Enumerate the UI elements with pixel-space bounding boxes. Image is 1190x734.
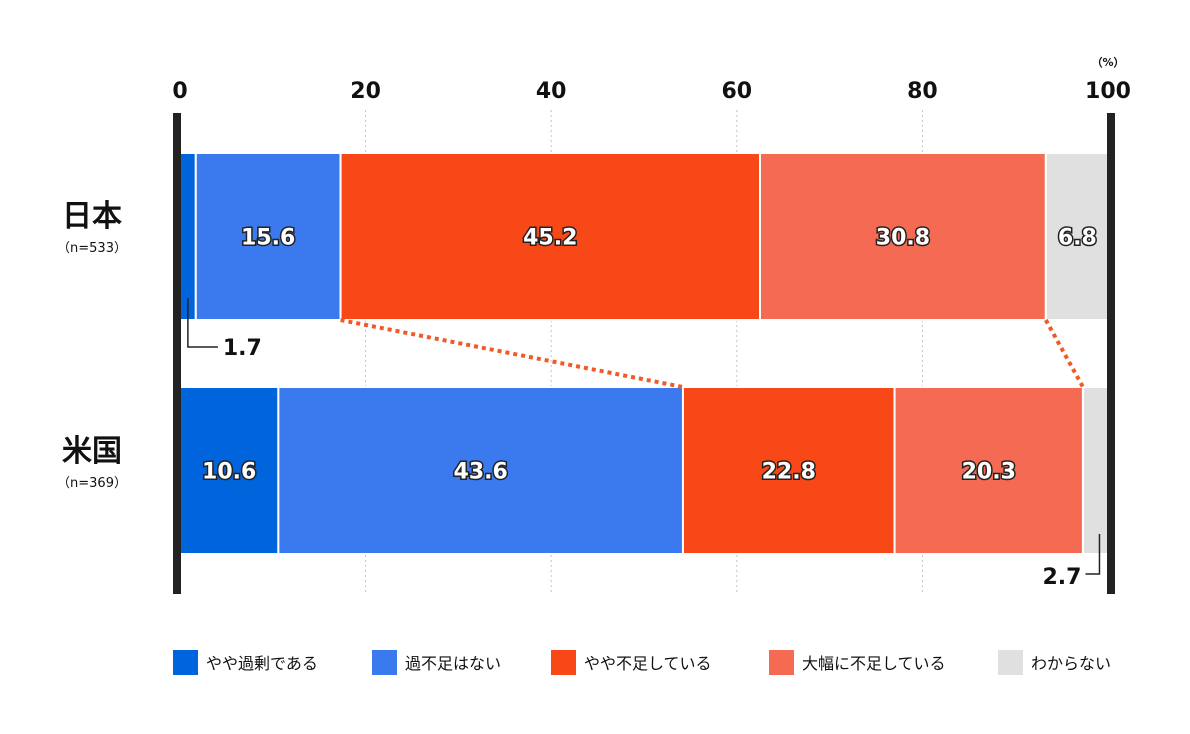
legend-label-4: わからない bbox=[1031, 654, 1111, 673]
category-label-1: 米国 bbox=[62, 434, 122, 469]
bar-1-1 bbox=[277, 386, 684, 555]
legend-swatch-0 bbox=[173, 650, 198, 675]
data-label-0-2: 45.2 bbox=[523, 226, 577, 251]
bar-0-1 bbox=[194, 152, 342, 321]
legend-label-2: やや不足している bbox=[584, 654, 712, 673]
labels: 0 20 40 60 80 100 （%） 1.7 15.6 45.2 30.8 6.8 10.6 43.… bbox=[57, 56, 1131, 590]
bar-0-3 bbox=[759, 152, 1047, 321]
data-label-1-2: 22.8 bbox=[762, 460, 816, 485]
category-sample-size-0: （n=533） bbox=[57, 241, 127, 256]
data-label-1-1: 43.6 bbox=[454, 460, 508, 485]
axis-unit-label: （%） bbox=[1091, 56, 1124, 69]
legend-swatch-4 bbox=[998, 650, 1023, 675]
connector-line-2 bbox=[340, 318, 684, 389]
callout-line-0-0 bbox=[187, 298, 218, 348]
x-tick-label-100: 100 bbox=[1085, 79, 1131, 104]
connector-line-4 bbox=[1044, 319, 1085, 388]
x-tick-label-20: 20 bbox=[350, 79, 381, 104]
legend-label-1: 過不足はない bbox=[405, 654, 501, 673]
x-tick-label-60: 60 bbox=[721, 79, 752, 104]
x-tick-label-40: 40 bbox=[536, 79, 567, 104]
axes bbox=[173, 113, 1115, 594]
bar-0-0 bbox=[179, 152, 197, 321]
data-label-0-3: 30.8 bbox=[876, 226, 930, 251]
connector-lines bbox=[340, 318, 1085, 389]
bars bbox=[179, 152, 1110, 555]
bar-0-2 bbox=[339, 152, 761, 321]
legend-swatch-2 bbox=[551, 650, 576, 675]
data-label-1-0: 10.6 bbox=[202, 460, 256, 485]
legend-label-3: 大幅に不足している bbox=[802, 654, 946, 673]
data-label-0-0: 1.7 bbox=[223, 336, 262, 361]
x-tick-label-80: 80 bbox=[907, 79, 938, 104]
legend: やや過剰である 過不足はない やや不足している 大幅に不足している わからない bbox=[173, 650, 1111, 675]
bar-1-4 bbox=[1081, 386, 1109, 555]
data-label-1-3: 20.3 bbox=[962, 460, 1016, 485]
category-sample-size-1: （n=369） bbox=[57, 476, 127, 491]
category-label-0: 日本 bbox=[62, 199, 122, 234]
data-label-1-4: 2.7 bbox=[1042, 565, 1081, 590]
data-label-0-4: 6.8 bbox=[1058, 226, 1097, 251]
legend-swatch-1 bbox=[372, 650, 397, 675]
bar-0-4 bbox=[1044, 152, 1110, 321]
x-tick-label-0: 0 bbox=[172, 79, 187, 104]
data-label-0-1: 15.6 bbox=[241, 226, 295, 251]
legend-label-0: やや過剰である bbox=[206, 654, 318, 673]
legend-swatch-3 bbox=[769, 650, 794, 675]
callout-line-1-4 bbox=[1085, 534, 1101, 575]
